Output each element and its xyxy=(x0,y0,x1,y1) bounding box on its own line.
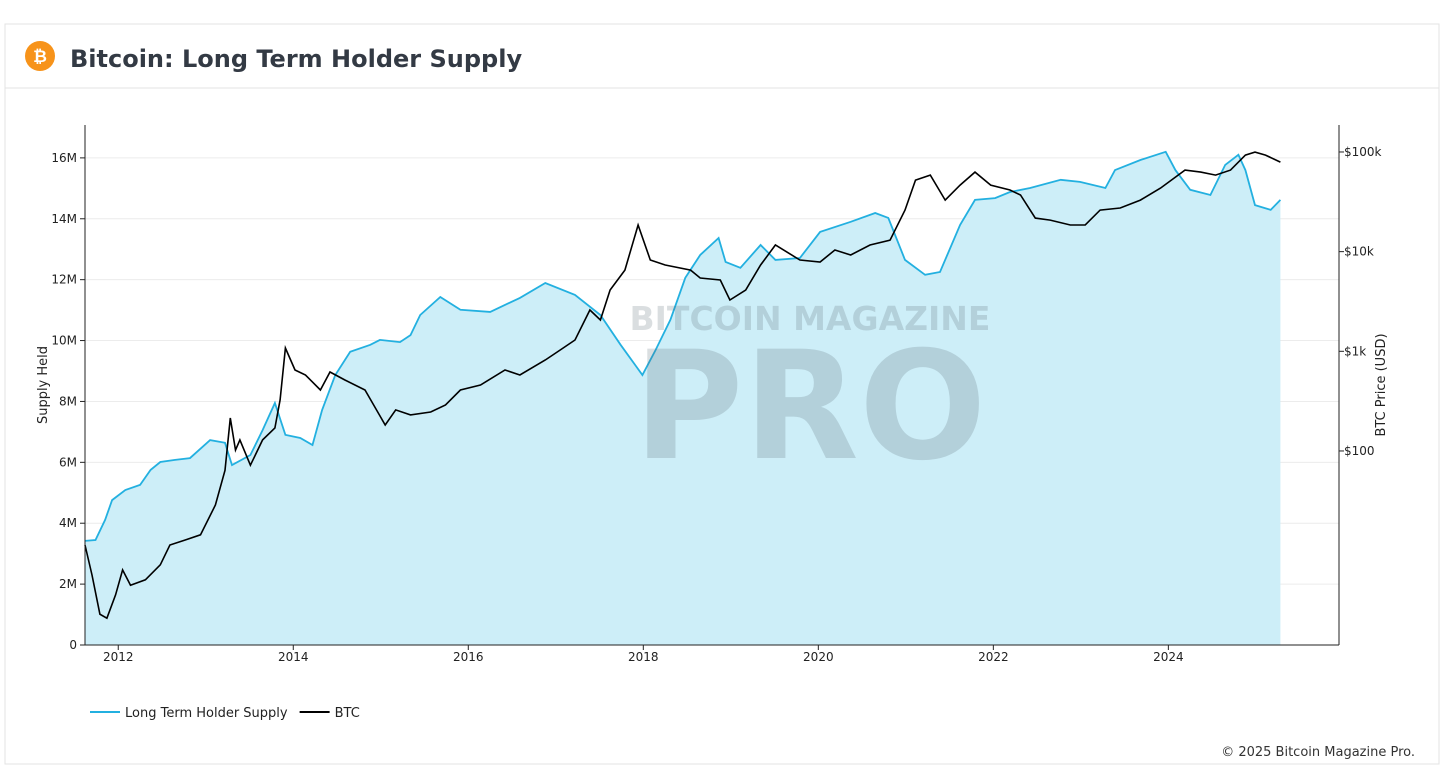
y2-tick-label: $100 xyxy=(1344,444,1375,458)
y-tick-label: 0 xyxy=(69,638,77,652)
x-tick-label: 2012 xyxy=(103,650,134,664)
y-tick-label: 14M xyxy=(51,212,77,226)
y-tick-label: 2M xyxy=(59,577,77,591)
legend-label: BTC xyxy=(335,706,360,721)
footer: © 2025 Bitcoin Magazine Pro. xyxy=(1221,745,1415,760)
y-tick-label: 16M xyxy=(51,151,77,165)
y2-tick-label: $100k xyxy=(1344,145,1382,159)
legend: Long Term Holder Supply BTC xyxy=(90,706,360,721)
x-tick-label: 2018 xyxy=(628,650,659,664)
y-tick-label: 6M xyxy=(59,455,77,469)
y2-axis-label: BTC Price (USD) xyxy=(1374,333,1389,436)
y-tick-label: 4M xyxy=(59,516,77,530)
line xyxy=(84,150,1282,542)
area xyxy=(85,151,1281,646)
legend-label: Long Term Holder Supply xyxy=(125,706,288,721)
y-axis-label: Supply Held xyxy=(36,346,51,424)
bitcoin-icon-glyph: ₿ xyxy=(33,47,47,67)
y2-tick-label: $10k xyxy=(1344,245,1374,259)
x-tick-label: 2016 xyxy=(453,650,484,664)
x-tick-label: 2020 xyxy=(803,650,834,664)
y-tick-label: 10M xyxy=(51,334,77,348)
watermark: BITCOIN MAGAZINE PRO xyxy=(630,299,991,494)
y-tick-label: 8M xyxy=(59,394,77,408)
plot: 0 2M 4M 6M 8M 10M 12M 14M 16M $100 $1k $10k $100k 201… xyxy=(51,125,1382,664)
x-tick-label: 2014 xyxy=(278,650,309,664)
chart-title: Bitcoin: Long Term Holder Supply xyxy=(70,45,522,73)
line xyxy=(84,151,1281,620)
x-tick-label: 2022 xyxy=(978,650,1009,664)
y2-tick-label: $1k xyxy=(1344,344,1366,358)
bitcoin-icon xyxy=(25,41,55,71)
watermark-main: PRO xyxy=(634,320,987,494)
watermark-top: BITCOIN MAGAZINE xyxy=(630,299,991,338)
y-tick-label: 12M xyxy=(51,273,77,287)
x-tick-label: 2024 xyxy=(1153,650,1184,664)
